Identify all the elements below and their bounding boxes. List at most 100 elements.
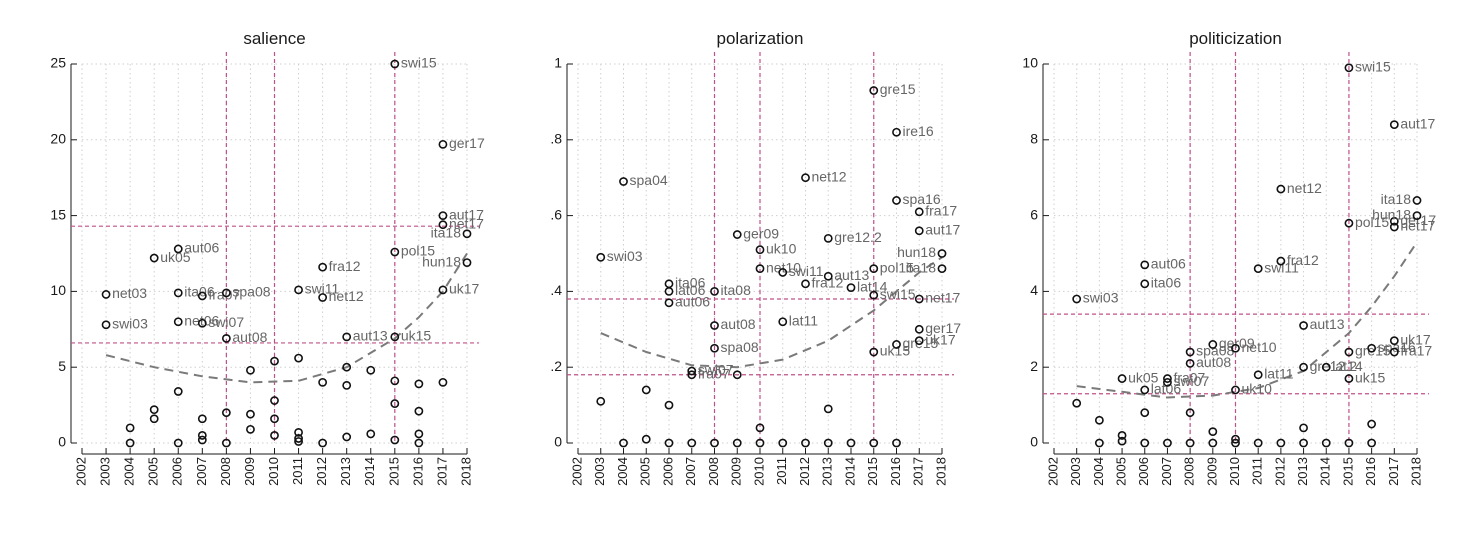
data-point bbox=[1344, 63, 1354, 73]
data-point bbox=[1185, 359, 1195, 368]
data-point bbox=[173, 317, 183, 327]
polarization-panel: polarization 2002 2003 2004 2005 2006 2007 2008… bbox=[550, 29, 961, 486]
data-point bbox=[270, 414, 279, 424]
point-label: net12 bbox=[329, 288, 364, 304]
point-label: aut08 bbox=[232, 329, 267, 345]
data-point bbox=[149, 405, 159, 415]
point-label: swi03 bbox=[1083, 290, 1119, 306]
x-tick-label: 2018 bbox=[458, 457, 473, 486]
data-point bbox=[1412, 211, 1422, 220]
data-point bbox=[246, 409, 255, 419]
y-tick-label: .6 bbox=[550, 206, 562, 222]
data-point bbox=[438, 211, 448, 220]
point-label: swi03 bbox=[112, 315, 148, 331]
point-label: gre15 bbox=[1355, 343, 1391, 359]
x-tick-label: 2016 bbox=[1363, 457, 1378, 486]
data-point bbox=[197, 318, 207, 328]
point-label: net10 bbox=[1242, 339, 1277, 355]
data-point bbox=[846, 283, 856, 293]
data-point bbox=[462, 258, 472, 267]
data-point bbox=[1094, 415, 1104, 425]
data-point bbox=[318, 438, 328, 448]
point-label: spa16 bbox=[903, 191, 941, 207]
data-point bbox=[1321, 362, 1331, 372]
data-point bbox=[246, 424, 255, 434]
data-point bbox=[390, 435, 400, 445]
data-point bbox=[892, 127, 901, 137]
x-tick-label: 2017 bbox=[434, 457, 449, 486]
point-label: ita06 bbox=[184, 284, 215, 300]
data-point bbox=[414, 429, 424, 439]
data-point bbox=[1117, 436, 1127, 446]
point-label: spa08 bbox=[721, 339, 759, 355]
x-tick-label: 2002 bbox=[73, 457, 88, 486]
data-point bbox=[1140, 438, 1150, 448]
point-label: ger17 bbox=[1400, 212, 1436, 228]
point-label: lat14 bbox=[1332, 358, 1363, 374]
x-tick-label: 2004 bbox=[615, 457, 630, 486]
data-point bbox=[438, 285, 448, 295]
data-point bbox=[1163, 377, 1172, 387]
data-point bbox=[937, 249, 947, 258]
point-label: gre15 bbox=[880, 81, 916, 97]
point-label: ita18 bbox=[1381, 191, 1412, 207]
data-point bbox=[732, 438, 742, 448]
point-label: ita18 bbox=[906, 259, 937, 275]
data-point bbox=[1344, 218, 1354, 228]
data-point bbox=[1299, 438, 1308, 448]
point-label: swi11 bbox=[789, 263, 824, 279]
data-point bbox=[710, 343, 719, 353]
data-point bbox=[1367, 343, 1377, 353]
data-point bbox=[318, 293, 328, 302]
x-tick-label: 2009 bbox=[729, 457, 744, 486]
point-label: aut17 bbox=[449, 206, 484, 222]
x-tick-label: 2008 bbox=[218, 457, 233, 486]
point-label: gre12.2 bbox=[1310, 358, 1358, 374]
point-label: uk05 bbox=[1128, 369, 1159, 385]
data-point bbox=[173, 438, 183, 448]
data-point bbox=[710, 321, 719, 330]
data-point bbox=[221, 438, 231, 448]
point-label: lat06 bbox=[675, 282, 706, 298]
data-point bbox=[438, 377, 448, 387]
data-point bbox=[270, 431, 279, 440]
data-point bbox=[1231, 385, 1240, 395]
data-point bbox=[801, 173, 810, 183]
y-tick-label: 5 bbox=[58, 358, 66, 374]
x-tick-label: 2004 bbox=[122, 457, 137, 486]
point-label: uk17 bbox=[1400, 331, 1431, 347]
point-label: fra12 bbox=[1287, 252, 1319, 268]
data-point bbox=[823, 271, 833, 281]
point-label: uk10 bbox=[1242, 381, 1273, 397]
y-tick-label: 10 bbox=[50, 282, 66, 298]
data-point bbox=[1140, 279, 1150, 289]
data-point bbox=[914, 294, 924, 304]
data-point bbox=[294, 437, 303, 446]
data-point bbox=[1253, 370, 1263, 380]
data-point bbox=[101, 320, 111, 330]
data-point bbox=[710, 286, 719, 296]
y-tick-label: 10 bbox=[1022, 55, 1038, 71]
data-point bbox=[1276, 184, 1286, 194]
data-point bbox=[1367, 419, 1377, 429]
point-label: net12 bbox=[1287, 180, 1322, 196]
data-point bbox=[294, 434, 303, 443]
data-point bbox=[173, 288, 183, 298]
point-label: aut13 bbox=[353, 328, 388, 344]
data-point bbox=[664, 438, 674, 448]
data-point bbox=[1321, 438, 1331, 448]
x-tick-label: 2012 bbox=[1272, 457, 1287, 486]
point-label: aut06 bbox=[184, 240, 219, 256]
data-point bbox=[914, 324, 924, 334]
x-tick-label: 2006 bbox=[170, 457, 185, 486]
x-tick-label: 2015 bbox=[865, 457, 880, 486]
x-tick-label: 2017 bbox=[1386, 457, 1401, 486]
point-label: hun18 bbox=[897, 244, 936, 260]
x-tick-label: 2003 bbox=[592, 457, 607, 486]
x-tick-label: 2002 bbox=[1045, 457, 1060, 486]
point-label: lat11 bbox=[789, 312, 819, 328]
data-point bbox=[619, 438, 628, 448]
point-label: hun18 bbox=[1372, 206, 1411, 222]
data-point bbox=[1117, 374, 1127, 383]
